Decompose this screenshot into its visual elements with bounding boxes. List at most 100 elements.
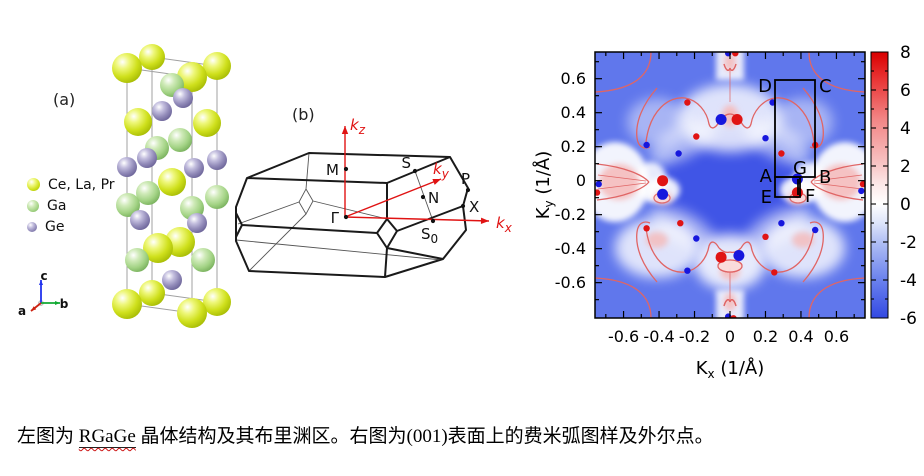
brillouin-zone-panel: kz ky kx Γ M SN PX S0 [235, 116, 513, 278]
atom-Ge [162, 270, 182, 290]
atom-Ge [137, 148, 157, 168]
y-tick-label: -0.2 [555, 205, 586, 224]
y-tick-label: -0.6 [555, 273, 586, 292]
weyl-point-positive [731, 114, 743, 125]
weyl-point-positive [762, 233, 769, 240]
atom-Ga [125, 248, 149, 272]
y-tick-label: 0.6 [561, 69, 586, 88]
rare-earth-atom-icon [27, 178, 40, 191]
x-axis-title: Kx (1/Å) [696, 357, 765, 381]
unit-cell-edges [125, 56, 219, 314]
bz-point-dot [460, 203, 466, 209]
atom-Ga [136, 181, 160, 205]
y-tick-label: 0.2 [561, 137, 586, 156]
axis-ticks [595, 52, 865, 318]
colorbar-ticks [871, 70, 888, 300]
caption-text-pre: 左图为 [17, 426, 79, 447]
weyl-point-positive [595, 189, 601, 196]
y-tick-label: 0.4 [561, 103, 586, 122]
weyl-point-positive [732, 52, 739, 57]
axis-label-c: c [40, 269, 47, 283]
crystal-axes: cb a [18, 269, 69, 318]
gallium-atom-icon [27, 199, 39, 212]
bz-point-dot [420, 194, 426, 200]
crystal-structure-panel: cb a [18, 44, 231, 328]
weyl-point-positive [693, 133, 700, 140]
k-axis-label: kz [350, 116, 366, 137]
weyl-point-positive [657, 175, 669, 187]
atom-R [112, 53, 142, 83]
atom-Ge [187, 213, 207, 233]
overlay-point-label-E: E [761, 187, 772, 208]
bz-point-label: X [469, 198, 479, 216]
bz-wireframe-thin [235, 152, 443, 272]
panel-b-label: (b) [292, 105, 315, 124]
caption-text-post: 晶体结构及其布里渊区。右图为(001)表面上的费米弧图样及外尔点。 [135, 426, 714, 447]
bz-high-symmetry-points: Γ M SN PX S0 [326, 154, 479, 246]
axis-label-a: a [18, 304, 26, 318]
bz-point-label: P [461, 170, 470, 188]
bz-point-label: M [326, 161, 339, 179]
colorbar-tick-label: -4 [900, 271, 917, 291]
atom-Ge [152, 101, 172, 121]
atom-Ge [207, 150, 227, 170]
overlay-point-label-C: C [819, 76, 832, 97]
atom-R [124, 108, 152, 136]
legend-item-rare-earth: Ce, La, Pr [27, 174, 115, 195]
bz-point-label: N [428, 189, 439, 207]
legend-label: Ce, La, Pr [48, 176, 115, 193]
k-axis-label: kx [496, 214, 513, 235]
legend-item-ga: Ga [27, 195, 115, 216]
colorbar-tick-label: -2 [900, 233, 917, 253]
overlay-point-label-D: D [758, 76, 772, 97]
weyl-point-positive [677, 220, 684, 227]
weyl-point-negative [675, 150, 682, 157]
atom-R [203, 52, 231, 80]
bz-point-dot [343, 214, 349, 220]
bz-point-dot [343, 166, 349, 172]
atom-R [177, 298, 207, 328]
atom-R [158, 168, 186, 196]
colorbar-tick-label: -6 [900, 309, 917, 329]
fermi-arc-heatmap: D CA BGE F -0.6 -0.4 -0.2 0 0.2 0.4 0.60.60.40.20… [532, 51, 866, 381]
bz-point-dot [412, 168, 418, 174]
overlay-point-label-G: G [793, 158, 807, 179]
colorbar-tick-label: 2 [900, 157, 911, 177]
atoms [112, 44, 231, 328]
overlay-point-label-A: A [760, 166, 773, 187]
bz-point-label: Γ [331, 209, 340, 227]
atom-R [177, 62, 207, 92]
k-axis-label: ky [433, 160, 450, 181]
weyl-point-negative [812, 226, 819, 234]
y-tick-label: -0.4 [555, 239, 586, 258]
weyl-point-positive [643, 225, 650, 232]
colorbar: 8 6 4 2 0 -2 -4 -6 [870, 43, 917, 329]
overlay-point-label-F: F [805, 186, 815, 207]
weyl-point-positive [771, 269, 778, 276]
weyl-point-positive [684, 99, 691, 106]
atom-R [139, 280, 165, 306]
bz-surface-rectangle [774, 176, 801, 198]
x-tick-label: -0.6 [608, 327, 639, 346]
bz-k-axes: kz ky kx [341, 116, 513, 235]
weyl-point-negative [858, 187, 865, 195]
atom-R [193, 109, 221, 137]
weyl-point-positive [859, 180, 865, 188]
atom-R [203, 288, 231, 316]
caption-term-rgage: RGaGe [78, 426, 136, 448]
bz-point-label: S [401, 154, 411, 172]
legend-label: Ga [47, 197, 67, 214]
axis-labels: -0.6 -0.4 -0.2 0 0.2 0.4 0.60.60.40.20-0.2-0.4… [532, 69, 849, 381]
colorbar-labels: 8 6 4 2 0 -2 -4 -6 [900, 43, 917, 329]
weyl-point-negative [693, 235, 700, 242]
bz-projection-overlay: D C A BGE F [758, 76, 831, 208]
atom-R [112, 289, 142, 319]
atom-legend: Ce, La, Pr Ga Ge [27, 174, 115, 237]
x-tick-label: 0.2 [753, 327, 778, 346]
atom-Ge [184, 158, 204, 178]
figure-svg: cb a kz ky kx Γ M SN PX S0 [18, 43, 917, 381]
atom-Ge [130, 210, 150, 230]
colorbar-tick-label: 6 [900, 81, 911, 101]
x-tick-label: 0 [725, 327, 735, 346]
